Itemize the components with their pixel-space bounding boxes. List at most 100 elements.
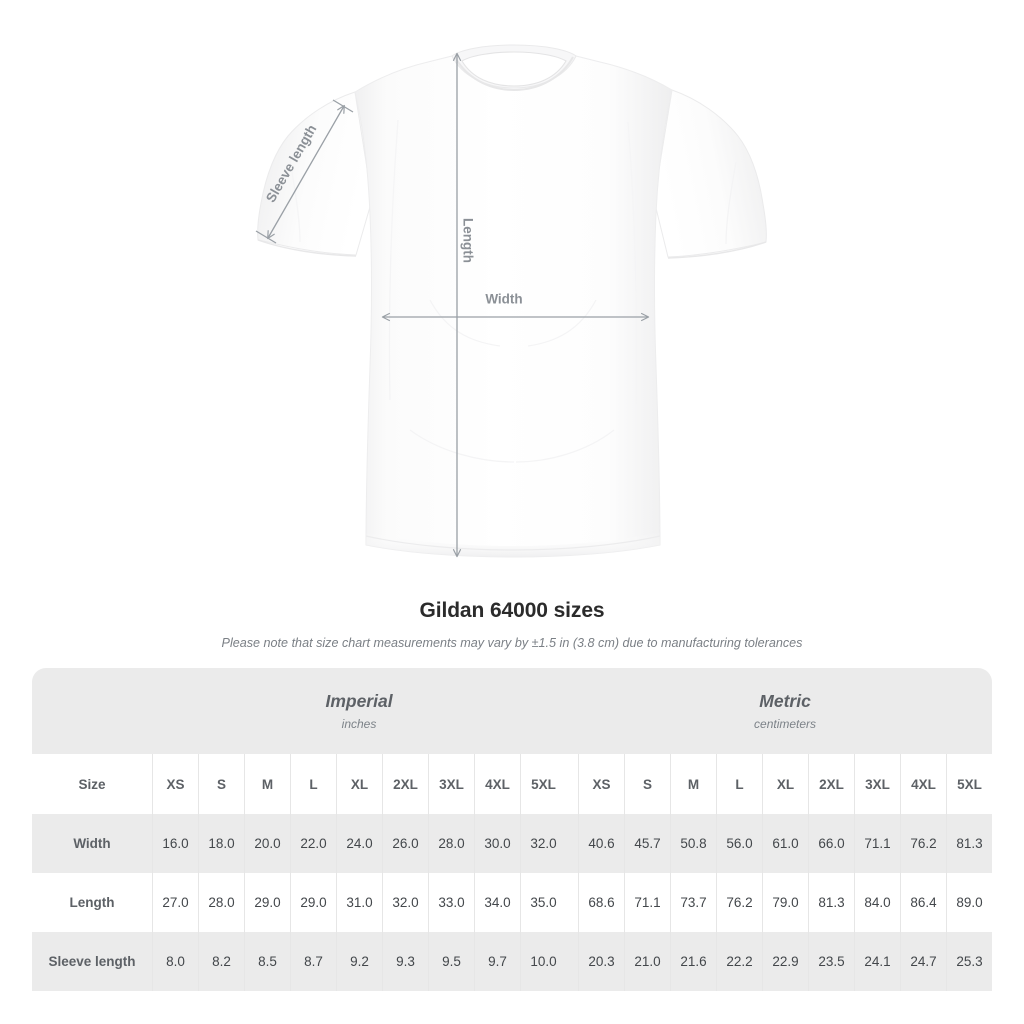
cell-metric: 76.2	[716, 873, 763, 932]
size-header-row: Size XS S M L XL 2XL 3XL 4XL 5XL XS S M L XL 2XL 3XL 4XL 5…	[32, 754, 993, 814]
cell-metric: 56.0	[716, 814, 763, 873]
size-header-imperial-3xl: 3XL	[428, 754, 474, 814]
cell-metric: 21.0	[624, 932, 671, 991]
cell-metric: 24.1	[854, 932, 901, 991]
cell-metric: 45.7	[624, 814, 671, 873]
cell-metric: 66.0	[808, 814, 855, 873]
section-divider	[566, 754, 579, 814]
section-divider	[566, 932, 579, 991]
row-label-length: Length	[32, 873, 152, 932]
cell-metric: 40.6	[578, 814, 625, 873]
cell-imperial: 9.5	[428, 932, 474, 991]
cell-metric: 71.1	[624, 873, 671, 932]
size-header-metric-3xl: 3XL	[854, 754, 901, 814]
width-label: Width	[485, 292, 522, 307]
size-header-metric-5xl: 5XL	[946, 754, 993, 814]
cell-imperial: 33.0	[428, 873, 474, 932]
cell-imperial: 8.0	[152, 932, 198, 991]
cell-metric: 50.8	[670, 814, 717, 873]
unit-group-row: Imperial inches Metric centimeters	[32, 668, 993, 754]
right-sleeve	[653, 89, 767, 258]
cell-imperial: 22.0	[290, 814, 336, 873]
right-sleeve-hem	[667, 241, 767, 259]
cell-imperial: 31.0	[336, 873, 382, 932]
cell-imperial: 20.0	[244, 814, 290, 873]
unit-group-unit: inches	[341, 716, 377, 731]
cell-metric: 22.2	[716, 932, 763, 991]
table-row: Length 27.0 28.0 29.0 29.0 31.0 32.0 33.0 34.0 35…	[32, 873, 993, 932]
left-sleeve-hem	[257, 239, 357, 257]
column-header-size: Size	[32, 754, 152, 814]
page-title: Gildan 64000 sizes	[419, 599, 605, 622]
unit-group-name: Imperial	[325, 690, 393, 711]
cell-imperial: 30.0	[474, 814, 520, 873]
size-header-imperial-m: M	[244, 754, 290, 814]
size-header-imperial-xl: XL	[336, 754, 382, 814]
size-header-imperial-xs: XS	[152, 754, 198, 814]
cell-imperial: 18.0	[198, 814, 244, 873]
cell-imperial: 34.0	[474, 873, 520, 932]
cell-metric: 76.2	[900, 814, 947, 873]
section-divider	[566, 814, 579, 873]
row-label-sleeve-length: Sleeve length	[32, 932, 152, 991]
cell-metric: 23.5	[808, 932, 855, 991]
size-header-imperial-2xl: 2XL	[382, 754, 428, 814]
cell-imperial: 8.2	[198, 932, 244, 991]
cell-imperial: 10.0	[520, 932, 567, 991]
size-header-metric-m: M	[670, 754, 717, 814]
size-header-imperial-l: L	[290, 754, 336, 814]
cell-imperial: 9.2	[336, 932, 382, 991]
cell-metric: 79.0	[762, 873, 809, 932]
cell-metric: 89.0	[946, 873, 993, 932]
cell-metric: 61.0	[762, 814, 809, 873]
cell-imperial: 8.7	[290, 932, 336, 991]
cell-metric: 24.7	[900, 932, 947, 991]
size-header-metric-l: L	[716, 754, 763, 814]
cell-imperial: 32.0	[382, 873, 428, 932]
page-subtitle: Please note that size chart measurements…	[221, 636, 803, 650]
cell-metric: 73.7	[670, 873, 717, 932]
bottom-hem	[366, 532, 660, 557]
cell-metric: 25.3	[946, 932, 993, 991]
collar-ribbing	[454, 56, 574, 92]
table-row: Width 16.0 18.0 20.0 22.0 24.0 26.0 28.0 30.0 32.…	[32, 814, 993, 873]
title-block: Gildan 64000 sizes Please note that size…	[0, 598, 1024, 653]
unit-group-imperial: Imperial inches	[152, 668, 567, 754]
sleeve-tick-top	[332, 99, 354, 113]
left-sleeve	[257, 91, 373, 256]
cell-metric: 81.3	[946, 814, 993, 873]
size-table-container: Imperial inches Metric centimeters Size XS S M L…	[32, 668, 993, 991]
cell-imperial: 28.0	[428, 814, 474, 873]
unit-group-name: Metric	[759, 690, 811, 711]
cell-imperial: 9.7	[474, 932, 520, 991]
length-label: Length	[460, 218, 475, 263]
unit-row-spacer-left	[32, 668, 152, 754]
cell-metric: 20.3	[578, 932, 625, 991]
cell-imperial: 24.0	[336, 814, 382, 873]
size-header-metric-xl: XL	[762, 754, 809, 814]
cell-imperial: 35.0	[520, 873, 567, 932]
cell-imperial: 16.0	[152, 814, 198, 873]
neck-opening	[461, 51, 567, 87]
cell-imperial: 9.3	[382, 932, 428, 991]
cell-imperial: 29.0	[244, 873, 290, 932]
unit-group-unit: centimeters	[754, 716, 817, 731]
sleeve-length-arrow	[267, 104, 345, 240]
unit-row-divider	[566, 668, 579, 754]
cell-metric: 21.6	[670, 932, 717, 991]
row-label-width: Width	[32, 814, 152, 873]
section-divider	[566, 873, 579, 932]
cell-metric: 68.6	[578, 873, 625, 932]
size-header-metric-4xl: 4XL	[900, 754, 947, 814]
cell-metric: 84.0	[854, 873, 901, 932]
cell-imperial: 32.0	[520, 814, 567, 873]
size-header-metric-s: S	[624, 754, 671, 814]
cell-metric: 81.3	[808, 873, 855, 932]
size-header-imperial-5xl: 5XL	[520, 754, 567, 814]
cell-metric: 71.1	[854, 814, 901, 873]
cell-metric: 86.4	[900, 873, 947, 932]
tshirt-measurement-diagram: Length Width Sleeve length	[255, 44, 767, 558]
unit-group-metric: Metric centimeters	[578, 668, 993, 754]
table-row: Sleeve length 8.0 8.2 8.5 8.7 9.2 9.3 9.5 9.7 10.…	[32, 932, 993, 991]
size-header-metric-2xl: 2XL	[808, 754, 855, 814]
